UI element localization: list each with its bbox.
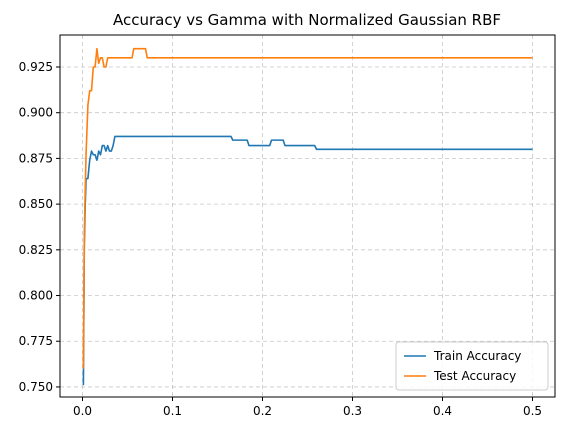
legend-label: Test Accuracy — [433, 369, 516, 383]
series-layer — [82, 47, 533, 386]
y-tick-label: 0.750 — [19, 380, 53, 394]
y-tick-label: 0.875 — [19, 151, 53, 165]
chart-title: Accuracy vs Gamma with Normalized Gaussi… — [113, 11, 501, 29]
x-tick-label: 0.3 — [343, 404, 362, 418]
y-tick-label: 0.900 — [19, 106, 53, 120]
x-tick-label: 0.1 — [163, 404, 182, 418]
legend-label: Train Accuracy — [433, 349, 521, 363]
y-tick-label: 0.775 — [19, 334, 53, 348]
x-tick-label: 0.2 — [253, 404, 272, 418]
y-tick-label: 0.850 — [19, 197, 53, 211]
series-line-test-accuracy — [82, 47, 533, 369]
y-tick-label: 0.800 — [19, 289, 53, 303]
series-line-train-accuracy — [82, 135, 533, 386]
grid — [60, 35, 555, 397]
y-axis: 0.750 0.775 0.800 0.825 0.850 0.875 0.900 0.925 — [19, 60, 60, 394]
x-tick-label: 0.5 — [523, 404, 542, 418]
x-axis: 0.0 0.1 0.2 0.3 0.4 0.5 — [73, 397, 542, 418]
y-tick-label: 0.825 — [19, 243, 53, 257]
legend: Train Accuracy Test Accuracy — [395, 341, 549, 391]
y-tick-label: 0.925 — [19, 60, 53, 74]
legend-box — [395, 341, 549, 391]
plot-frame — [59, 34, 556, 398]
x-tick-label: 0.0 — [73, 404, 92, 418]
x-tick-label: 0.4 — [433, 404, 452, 418]
